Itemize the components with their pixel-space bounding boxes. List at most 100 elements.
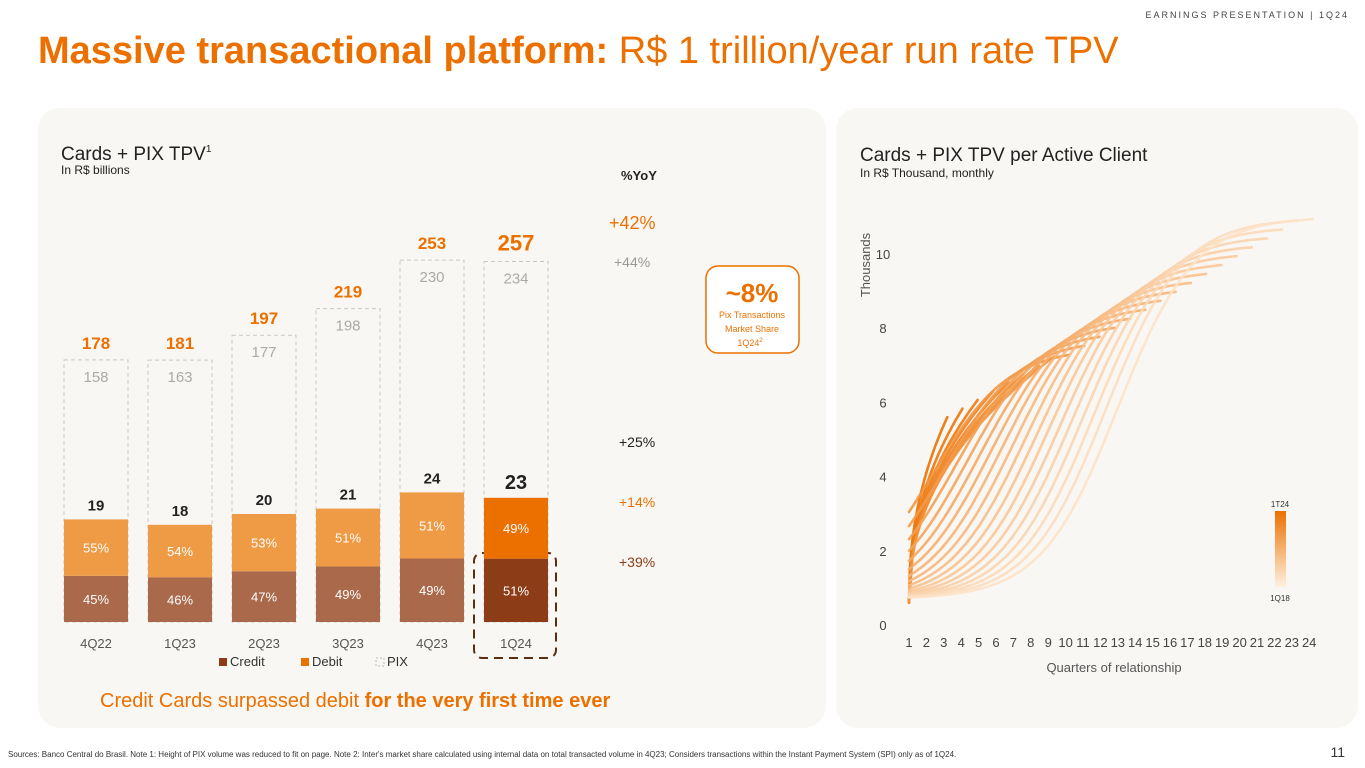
total-value-label: 257 xyxy=(498,230,535,255)
x-tick-label: 22 xyxy=(1267,635,1281,650)
bar-credit xyxy=(232,571,296,622)
cohort-line xyxy=(907,308,1147,571)
x-tick-label: 11 xyxy=(1076,635,1090,650)
x-tick-label: 21 xyxy=(1250,635,1264,650)
total-value-label: 219 xyxy=(334,283,362,302)
x-category-label: 1Q23 xyxy=(164,636,196,651)
bars-group: 45% 55% 19 158 178 4Q22 46% 54% 18 163 181 1Q23 47% 5… xyxy=(63,230,549,651)
bar-credit xyxy=(400,558,464,622)
right-chart-xlabel: Quarters of relationship xyxy=(1046,660,1181,675)
yoy-cards: +25% xyxy=(619,434,655,450)
credit-pct-label: 49% xyxy=(335,587,361,602)
credit-pct-label: 46% xyxy=(167,593,193,608)
y-tick-label: 8 xyxy=(879,321,886,336)
cohort-lines xyxy=(907,217,1314,605)
total-value-label: 178 xyxy=(82,334,110,353)
y-tick-label: 0 xyxy=(879,618,886,633)
total-value-label: 181 xyxy=(166,334,194,353)
x-tick-label: 9 xyxy=(1045,635,1052,650)
scale-top-label: 1T24 xyxy=(1271,500,1290,509)
y-tick-label: 4 xyxy=(879,470,886,485)
x-tick-label: 20 xyxy=(1232,635,1246,650)
callout-value: ~8% xyxy=(726,278,779,308)
bar-debit xyxy=(232,514,296,572)
x-tick-label: 12 xyxy=(1093,635,1107,650)
cohort-line xyxy=(907,263,1223,593)
x-tick-label: 18 xyxy=(1198,635,1212,650)
cohort-line xyxy=(907,217,1314,599)
bar-debit xyxy=(400,492,464,559)
x-tick-label: 15 xyxy=(1145,635,1159,650)
bar-credit xyxy=(316,566,380,622)
x-category-label: 3Q23 xyxy=(332,636,364,651)
callout-line2: Market Share xyxy=(725,324,779,334)
right-chart-ylabel: Thousands xyxy=(858,232,873,297)
y-tick-label: 6 xyxy=(879,395,886,410)
cards-value-label: 18 xyxy=(172,503,189,520)
y-ticks: 0 2 4 6 8 10 xyxy=(876,247,890,633)
bar-credit xyxy=(484,558,548,622)
page-number: 11 xyxy=(1330,744,1345,760)
cohort-line xyxy=(907,246,1254,596)
x-tick-label: 6 xyxy=(992,635,999,650)
left-chart-title: Cards + PIX TPV1 xyxy=(61,144,212,165)
bar-pix xyxy=(231,334,297,623)
bar-debit xyxy=(484,497,548,559)
legend-debit-label: Debit xyxy=(312,654,343,669)
cohort-line xyxy=(907,415,949,605)
x-tick-label: 14 xyxy=(1128,635,1142,650)
x-category-label: 4Q23 xyxy=(416,636,448,651)
left-panel xyxy=(38,108,826,728)
debit-pct-label: 53% xyxy=(251,536,277,551)
debit-pct-label: 51% xyxy=(419,518,445,533)
cohort-line xyxy=(907,254,1238,595)
cohort-line xyxy=(907,281,1193,587)
yoy-header: %YoY xyxy=(621,168,657,183)
x-tick-label: 2 xyxy=(923,635,930,650)
bar-credit xyxy=(64,575,128,622)
x-tick-label: 10 xyxy=(1058,635,1072,650)
legend-pix-label: PIX xyxy=(387,654,408,669)
x-tick-label: 19 xyxy=(1215,635,1229,650)
bar-debit xyxy=(64,519,128,576)
legend: Credit Debit PIX xyxy=(219,654,408,669)
x-category-label: 2Q23 xyxy=(248,636,280,651)
header-tag: EARNINGS PRESENTATION | 1Q24 xyxy=(1145,10,1349,20)
debit-pct-label: 54% xyxy=(167,544,193,559)
cohort-line xyxy=(907,219,1299,599)
cohort-line xyxy=(907,237,1269,598)
cards-value-label: 20 xyxy=(256,492,273,509)
pix-value-label: 234 xyxy=(503,270,528,287)
legend-credit-label: Credit xyxy=(230,654,265,669)
cards-value-label: 19 xyxy=(88,497,105,514)
bar-debit xyxy=(148,524,212,578)
credit-pct-label: 51% xyxy=(503,583,529,598)
cohort-line xyxy=(907,353,1071,514)
right-chart-title: Cards + PIX TPV per Active Client xyxy=(860,145,1148,166)
total-value-label: 253 xyxy=(418,234,446,253)
debit-pct-label: 51% xyxy=(335,531,361,546)
x-tick-label: 5 xyxy=(975,635,982,650)
x-tick-label: 1 xyxy=(905,635,912,650)
cohort-line xyxy=(907,407,964,604)
x-category-label: 4Q22 xyxy=(80,636,112,651)
x-tick-label: 24 xyxy=(1302,635,1316,650)
yoy-debit: +14% xyxy=(619,494,655,510)
right-chart-subtitle: In R$ Thousand, monthly xyxy=(860,166,994,180)
yoy-credit: +39% xyxy=(619,554,655,570)
legend-credit-swatch xyxy=(219,658,227,666)
x-tick-label: 7 xyxy=(1010,635,1017,650)
y-tick-label: 2 xyxy=(879,544,886,559)
credit-pct-label: 49% xyxy=(419,583,445,598)
pix-value-label: 230 xyxy=(419,269,444,286)
callout-line1: Pix Transactions xyxy=(719,310,786,320)
cards-value-label: 21 xyxy=(340,487,357,504)
debit-pct-label: 49% xyxy=(503,521,529,536)
cards-value-label: 24 xyxy=(424,470,441,487)
page-title: Massive transactional platform: R$ 1 tri… xyxy=(38,30,1119,73)
x-ticks: 1 2 3 4 5 6 7 8 9 10 11 12 13 14 15 16 17 18 19 20 21 22 23 24 xyxy=(905,635,1316,650)
cohort-line xyxy=(907,335,1101,541)
x-tick-label: 3 xyxy=(940,635,947,650)
x-tick-label: 13 xyxy=(1111,635,1125,650)
